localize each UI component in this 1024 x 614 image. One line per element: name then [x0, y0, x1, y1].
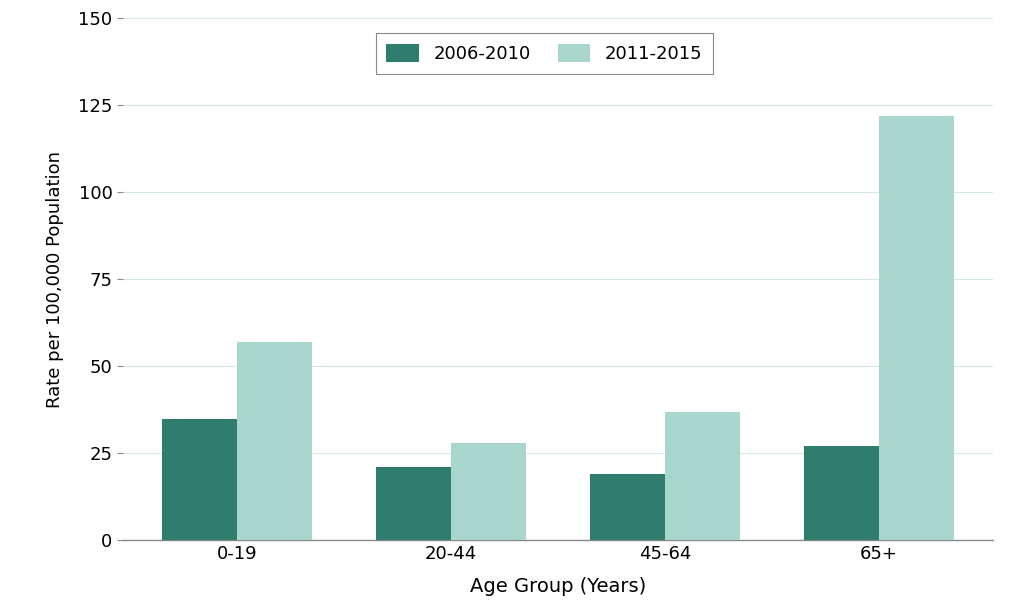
Bar	[163, 419, 238, 540]
Bar	[665, 411, 740, 540]
Bar	[376, 467, 452, 540]
Bar	[590, 474, 665, 540]
Bar	[238, 342, 312, 540]
Y-axis label: Rate per 100,000 Population: Rate per 100,000 Population	[46, 151, 65, 408]
Legend: 2006-2010, 2011-2015: 2006-2010, 2011-2015	[376, 33, 713, 74]
Bar	[804, 446, 879, 540]
X-axis label: Age Group (Years): Age Group (Years)	[470, 577, 646, 596]
Bar	[452, 443, 526, 540]
Bar	[879, 116, 953, 540]
